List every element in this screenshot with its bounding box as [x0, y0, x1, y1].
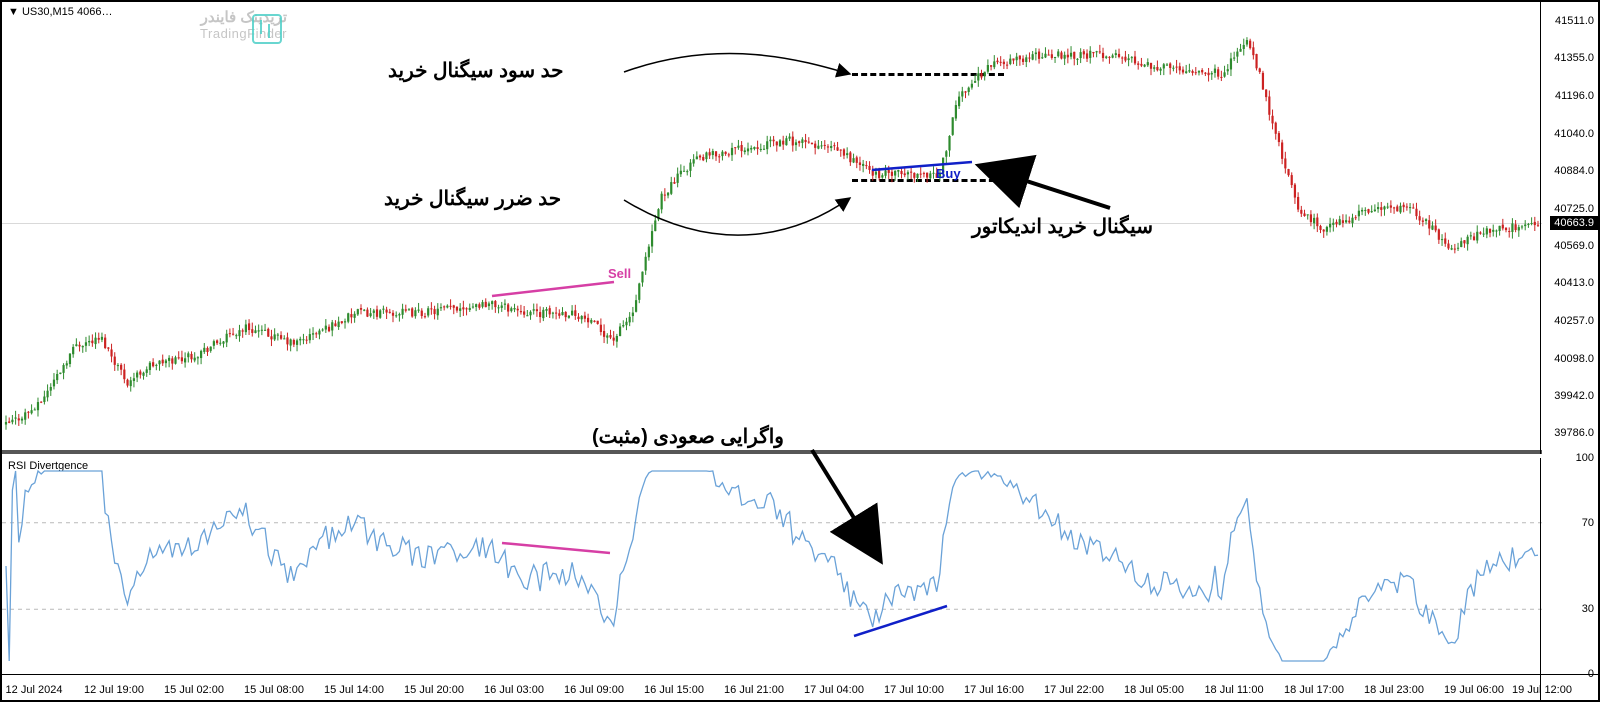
time-xtick: 16 Jul 09:00 — [564, 684, 624, 696]
annotation-divergence: واگرایی صعودی (مثبت) — [592, 424, 784, 449]
time-xtick: 15 Jul 14:00 — [324, 684, 384, 696]
price-ytick: 41196.0 — [1555, 90, 1594, 102]
time-xtick: 17 Jul 22:00 — [1044, 684, 1104, 696]
time-xtick: 18 Jul 17:00 — [1284, 684, 1344, 696]
symbol-label: ▼ US30,M15 4066… — [8, 6, 112, 18]
time-xtick: 16 Jul 15:00 — [644, 684, 704, 696]
time-xtick: 12 Jul 2024 — [6, 684, 63, 696]
chart-frame: ▼ US30,M15 4066… تریدینک فایندر TradingF… — [0, 0, 1600, 702]
sell-signal-label: Sell — [608, 266, 631, 281]
rsi-ytick: 100 — [1576, 452, 1594, 464]
tp-level-line — [852, 73, 1004, 76]
buy-signal-label: Buy — [936, 166, 961, 181]
price-ytick: 40413.0 — [1554, 277, 1594, 289]
time-xtick: 18 Jul 11:00 — [1204, 684, 1263, 696]
time-xtick: 16 Jul 03:00 — [484, 684, 544, 696]
time-xtick: 17 Jul 04:00 — [804, 684, 864, 696]
price-panel[interactable]: ▼ US30,M15 4066… تریدینک فایندر TradingF… — [2, 2, 1542, 454]
rsi-ytick: 30 — [1582, 603, 1594, 615]
time-xtick: 16 Jul 21:00 — [724, 684, 784, 696]
price-ytick: 41355.0 — [1554, 52, 1594, 64]
price-chart-svg — [2, 2, 1542, 454]
y-axis-corner — [1540, 674, 1598, 702]
annotation-buy-signal: سیگنال خرید اندیکاتور — [972, 214, 1153, 239]
tradingfinder-icon — [252, 14, 282, 44]
rsi-chart-svg — [2, 458, 1542, 674]
time-xtick: 12 Jul 19:00 — [84, 684, 144, 696]
price-ytick: 40569.0 — [1554, 240, 1594, 252]
price-ytick: 39786.0 — [1554, 427, 1594, 439]
annotation-sl: حد ضرر سیگنال خرید — [384, 186, 561, 211]
rsi-ytick: 70 — [1582, 517, 1594, 529]
price-ytick: 41511.0 — [1555, 15, 1594, 27]
time-xtick: 17 Jul 16:00 — [964, 684, 1024, 696]
current-price-line — [2, 223, 1542, 224]
time-axis: 12 Jul 2024 12 Jul 19:00 15 Jul 02:00 15 Ju… — [2, 674, 1542, 702]
price-y-axis: 41511.0 41355.0 41196.0 41040.0 40884.0 40725… — [1540, 2, 1598, 454]
sl-level-line — [852, 179, 1004, 182]
price-ytick: 41040.0 — [1554, 128, 1594, 140]
time-xtick: 18 Jul 23:00 — [1364, 684, 1424, 696]
price-ytick: 40257.0 — [1554, 315, 1594, 327]
time-xtick: 19 Jul 06:00 — [1444, 684, 1504, 696]
rsi-indicator-label: RSI Divertgence — [8, 460, 88, 472]
annotation-tp: حد سود سیگنال خرید — [388, 58, 564, 83]
price-ytick: 40725.0 — [1554, 203, 1594, 215]
price-ytick: 40098.0 — [1554, 353, 1594, 365]
time-xtick: 15 Jul 20:00 — [404, 684, 464, 696]
rsi-panel[interactable]: RSI Divertgence — [2, 458, 1542, 674]
current-price-badge: 40663.9 — [1550, 216, 1598, 230]
time-xtick: 15 Jul 02:00 — [164, 684, 224, 696]
price-ytick: 39942.0 — [1554, 390, 1594, 402]
time-xtick: 18 Jul 05:00 — [1124, 684, 1184, 696]
price-ytick: 40884.0 — [1554, 165, 1594, 177]
time-xtick: 17 Jul 10:00 — [884, 684, 944, 696]
time-xtick: 15 Jul 08:00 — [244, 684, 304, 696]
rsi-y-axis: 10070300 — [1540, 458, 1598, 674]
